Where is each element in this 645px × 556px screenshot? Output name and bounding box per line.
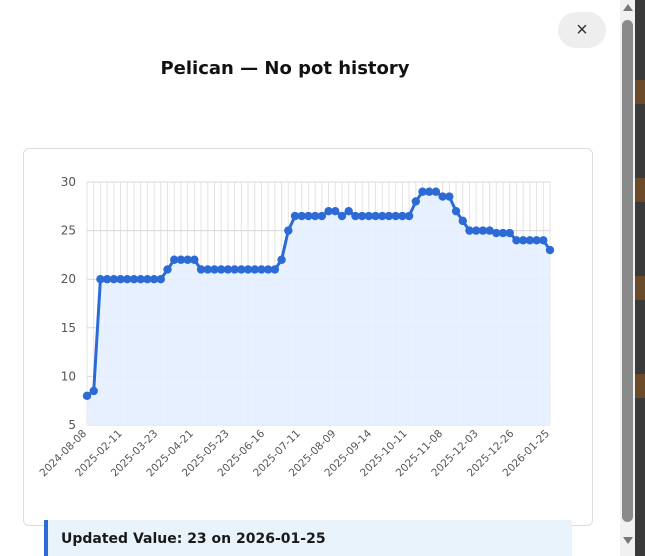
data-point (123, 275, 132, 284)
scroll-thumb[interactable] (622, 20, 633, 522)
background-tile (635, 80, 645, 104)
data-point (310, 211, 320, 221)
updated-value-banner: Updated Value: 23 on 2026-01-25 (44, 520, 572, 556)
y-tick-label: 10 (61, 369, 76, 383)
scrollbar[interactable] (620, 0, 635, 556)
data-point (196, 265, 206, 274)
background-tile (635, 374, 645, 398)
background-tile (635, 276, 645, 300)
data-point (492, 228, 501, 238)
data-point (331, 206, 340, 216)
history-modal: × Pelican — No pot history 5 10 15 20 25 30 20… (0, 0, 620, 556)
y-tick-label: 30 (61, 175, 76, 189)
data-point (518, 236, 528, 245)
data-point (404, 211, 414, 221)
data-point (190, 255, 199, 264)
data-point (304, 211, 313, 221)
data-point (344, 206, 353, 216)
close-icon: × (576, 19, 588, 41)
data-point (284, 226, 293, 235)
data-point (183, 255, 192, 264)
data-point (431, 187, 441, 196)
data-point (512, 236, 521, 245)
scroll-down-arrow-icon[interactable] (620, 537, 635, 547)
y-tick-label: 25 (61, 224, 76, 238)
data-point (411, 197, 420, 206)
data-point (317, 211, 327, 221)
y-tick-label: 15 (61, 321, 76, 335)
data-point (277, 255, 286, 264)
data-point (163, 265, 172, 274)
data-point (525, 236, 535, 245)
background-page-edge (635, 0, 645, 556)
data-point (129, 275, 139, 284)
data-point (485, 226, 494, 235)
data-point (532, 236, 541, 245)
modal-title: Pelican — No pot history (160, 58, 410, 79)
data-point (478, 226, 488, 235)
data-point (445, 192, 454, 201)
data-point (257, 265, 266, 274)
data-point (398, 211, 407, 221)
data-point (539, 236, 548, 245)
data-point (458, 216, 467, 226)
data-point (505, 228, 514, 238)
data-point (451, 206, 461, 216)
data-point (210, 265, 219, 274)
data-point (263, 265, 273, 274)
data-point (176, 255, 186, 264)
data-point (217, 265, 226, 274)
scroll-up-arrow-icon[interactable] (620, 4, 635, 14)
data-point (438, 192, 447, 201)
data-point (102, 275, 112, 284)
data-point (465, 226, 474, 235)
data-point (357, 211, 367, 221)
data-point (96, 275, 105, 284)
data-point (371, 211, 380, 221)
data-point (545, 245, 555, 255)
data-point (203, 265, 212, 274)
data-point (143, 275, 152, 284)
data-point (116, 275, 125, 284)
data-point (498, 228, 508, 238)
close-button[interactable]: × (558, 12, 606, 48)
data-point (391, 211, 400, 221)
data-point (136, 275, 145, 284)
data-point (351, 211, 360, 221)
data-point (243, 265, 253, 274)
data-point (425, 187, 434, 196)
y-tick-label: 5 (68, 418, 76, 432)
data-point (250, 265, 259, 274)
data-point (89, 386, 98, 396)
data-point (378, 211, 387, 221)
line-chart: 510152025302024-08-082025-02-112025-03-2… (37, 175, 555, 479)
data-point (149, 275, 159, 284)
data-point (290, 211, 300, 221)
data-point (364, 211, 374, 221)
data-point (156, 275, 166, 284)
data-point (170, 255, 179, 264)
data-point (82, 391, 92, 401)
data-point (270, 265, 280, 274)
data-point (223, 265, 233, 274)
background-tile (635, 178, 645, 202)
data-point (418, 187, 427, 196)
data-point (297, 211, 306, 221)
y-tick-label: 20 (61, 272, 76, 286)
chart-card: 5 10 15 20 25 30 2024-08-08 2025-02-11 2025-03-2… (23, 148, 593, 526)
data-point (324, 206, 333, 216)
data-point (384, 211, 394, 221)
data-point (237, 265, 246, 274)
data-point (230, 265, 239, 274)
data-point (109, 275, 119, 284)
data-point (471, 226, 481, 235)
area-fill (87, 191, 550, 425)
data-point (337, 211, 347, 221)
